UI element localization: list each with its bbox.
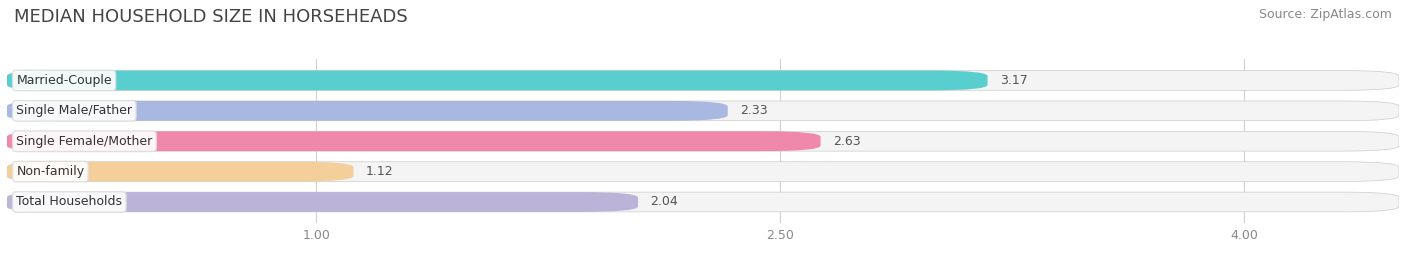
Text: MEDIAN HOUSEHOLD SIZE IN HORSEHEADS: MEDIAN HOUSEHOLD SIZE IN HORSEHEADS	[14, 8, 408, 26]
Text: 3.17: 3.17	[1000, 74, 1028, 87]
FancyBboxPatch shape	[7, 101, 1399, 121]
FancyBboxPatch shape	[7, 192, 1399, 212]
Text: Single Male/Father: Single Male/Father	[17, 104, 132, 117]
Text: 1.12: 1.12	[366, 165, 394, 178]
FancyBboxPatch shape	[7, 70, 1399, 90]
FancyBboxPatch shape	[7, 70, 987, 90]
FancyBboxPatch shape	[7, 192, 638, 212]
FancyBboxPatch shape	[7, 162, 1399, 182]
Text: 2.63: 2.63	[832, 135, 860, 148]
Text: 2.04: 2.04	[651, 196, 678, 208]
FancyBboxPatch shape	[7, 162, 353, 182]
Text: Non-family: Non-family	[17, 165, 84, 178]
Text: Married-Couple: Married-Couple	[17, 74, 112, 87]
FancyBboxPatch shape	[7, 101, 728, 121]
FancyBboxPatch shape	[7, 131, 821, 151]
FancyBboxPatch shape	[7, 131, 1399, 151]
Text: Source: ZipAtlas.com: Source: ZipAtlas.com	[1258, 8, 1392, 21]
Text: Total Households: Total Households	[17, 196, 122, 208]
Text: Single Female/Mother: Single Female/Mother	[17, 135, 153, 148]
Text: 2.33: 2.33	[740, 104, 768, 117]
